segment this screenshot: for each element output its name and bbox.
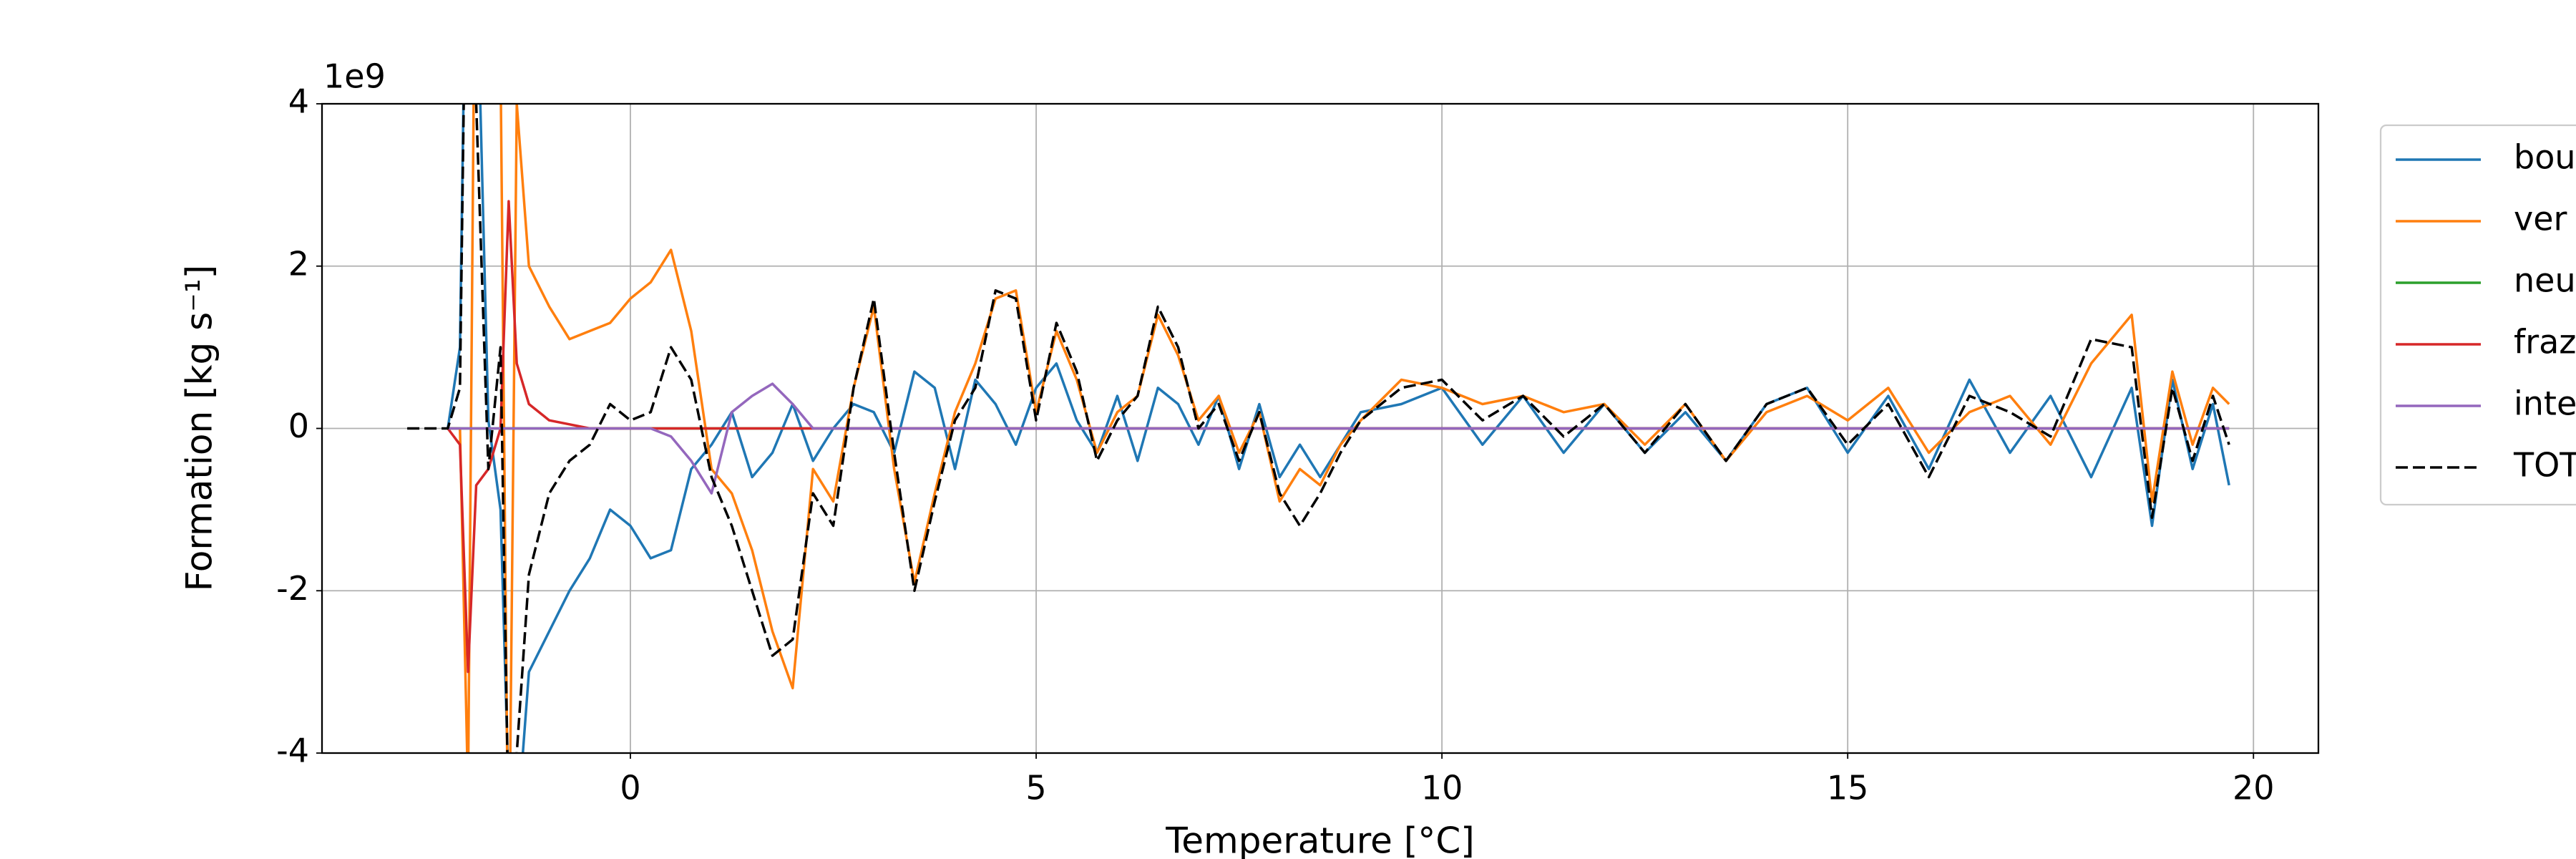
offset-label: 1e9 (323, 57, 386, 96)
x-tick-label: 10 (1421, 769, 1463, 807)
y-tick-label: 2 (288, 244, 309, 283)
legend-label: TOT (2513, 446, 2576, 485)
series-line (447, 104, 2230, 753)
legend-label: inte (2514, 384, 2576, 423)
series-line (407, 104, 2230, 753)
x-tick-label: 20 (2233, 769, 2275, 807)
y-tick-label: 4 (288, 82, 309, 121)
plot-area (407, 104, 2230, 753)
y-tick-label: -4 (276, 732, 309, 770)
x-tick-label: 15 (1827, 769, 1869, 807)
legend-label: bou (2514, 138, 2576, 177)
legend-label: ver (2514, 200, 2567, 238)
legend: bou ver neu fraz inte TOT (2379, 124, 2576, 506)
y-axis-label: Formation [kg s⁻¹] (179, 265, 220, 591)
ticks: 0 5 10 15 20 -4 -2 0 2 4 (276, 82, 2274, 807)
series-line (447, 382, 2230, 495)
x-tick-label: 5 (1025, 769, 1046, 807)
x-tick-label: 0 (620, 769, 640, 807)
series-line (447, 104, 2230, 753)
y-tick-label: 0 (288, 407, 309, 445)
legend-label: neu (2514, 261, 2576, 300)
legend-label: fraz (2514, 323, 2576, 361)
x-axis-label: Temperature [°C] (1165, 820, 1475, 859)
y-tick-label: -2 (276, 569, 309, 608)
